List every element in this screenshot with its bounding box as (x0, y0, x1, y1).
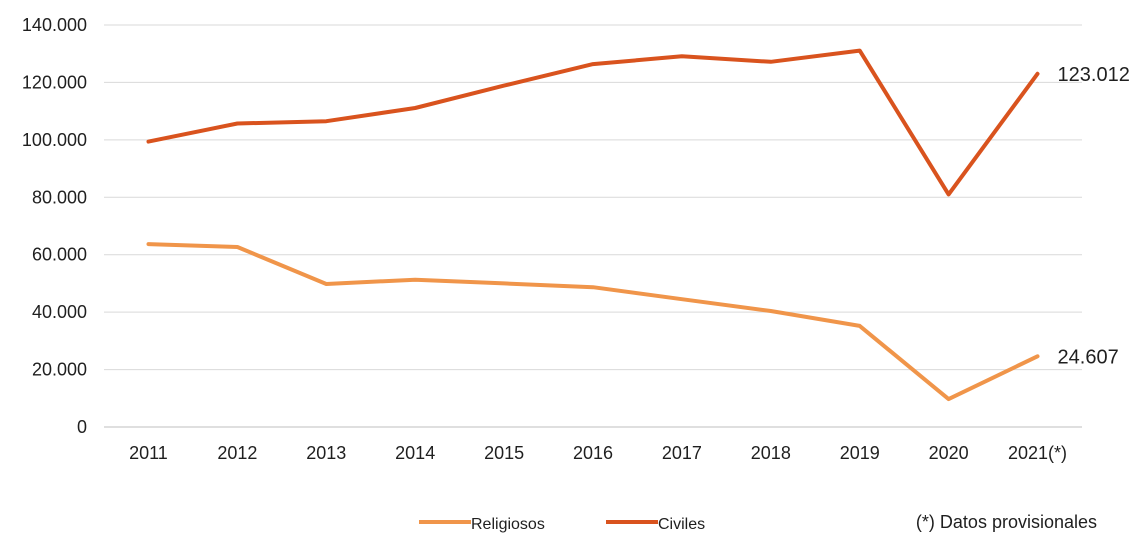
x-tick-label: 2014 (395, 443, 435, 463)
x-tick-label: 2018 (751, 443, 791, 463)
gridlines (104, 24, 1082, 428)
legend-label: Religiosos (471, 516, 545, 533)
y-tick-label: 80.000 (32, 187, 87, 207)
x-tick-label: 2015 (484, 443, 524, 463)
y-axis-tick-labels: 0 20.000 40.000 60.000 80.000 100.000 120.000 1… (22, 15, 87, 437)
x-tick-label: 2012 (217, 443, 257, 463)
x-tick-label: 2020 (929, 443, 969, 463)
x-tick-label: 2013 (306, 443, 346, 463)
series-line-religiosos (146, 242, 1040, 402)
y-tick-label: 0 (77, 417, 87, 437)
x-axis-tick-labels: 2011 2012 2013 2014 2015 2016 2017 2018 2019 2020… (129, 443, 1067, 463)
y-tick-label: 140.000 (22, 15, 87, 35)
end-value-labels: 24.607 123.012 (1058, 64, 1130, 369)
provisional-note: (*) Datos provisionales (916, 512, 1097, 532)
x-tick-label: 2017 (662, 443, 702, 463)
series-line-civiles (146, 48, 1040, 197)
end-label-religiosos: 24.607 (1058, 346, 1119, 368)
x-tick-label: 2016 (573, 443, 613, 463)
legend: Religiosos Civiles (419, 516, 705, 533)
y-tick-label: 100.000 (22, 130, 87, 150)
legend-label: Civiles (658, 516, 705, 533)
x-tick-label: 2019 (840, 443, 880, 463)
x-tick-label: 2011 (129, 443, 168, 463)
y-tick-label: 120.000 (22, 72, 87, 92)
y-tick-label: 60.000 (32, 245, 87, 265)
end-label-civiles: 123.012 (1058, 64, 1130, 86)
y-tick-label: 20.000 (32, 360, 87, 380)
y-tick-label: 40.000 (32, 302, 87, 322)
series-lines (146, 48, 1040, 402)
x-tick-label: 2021(*) (1008, 443, 1067, 463)
